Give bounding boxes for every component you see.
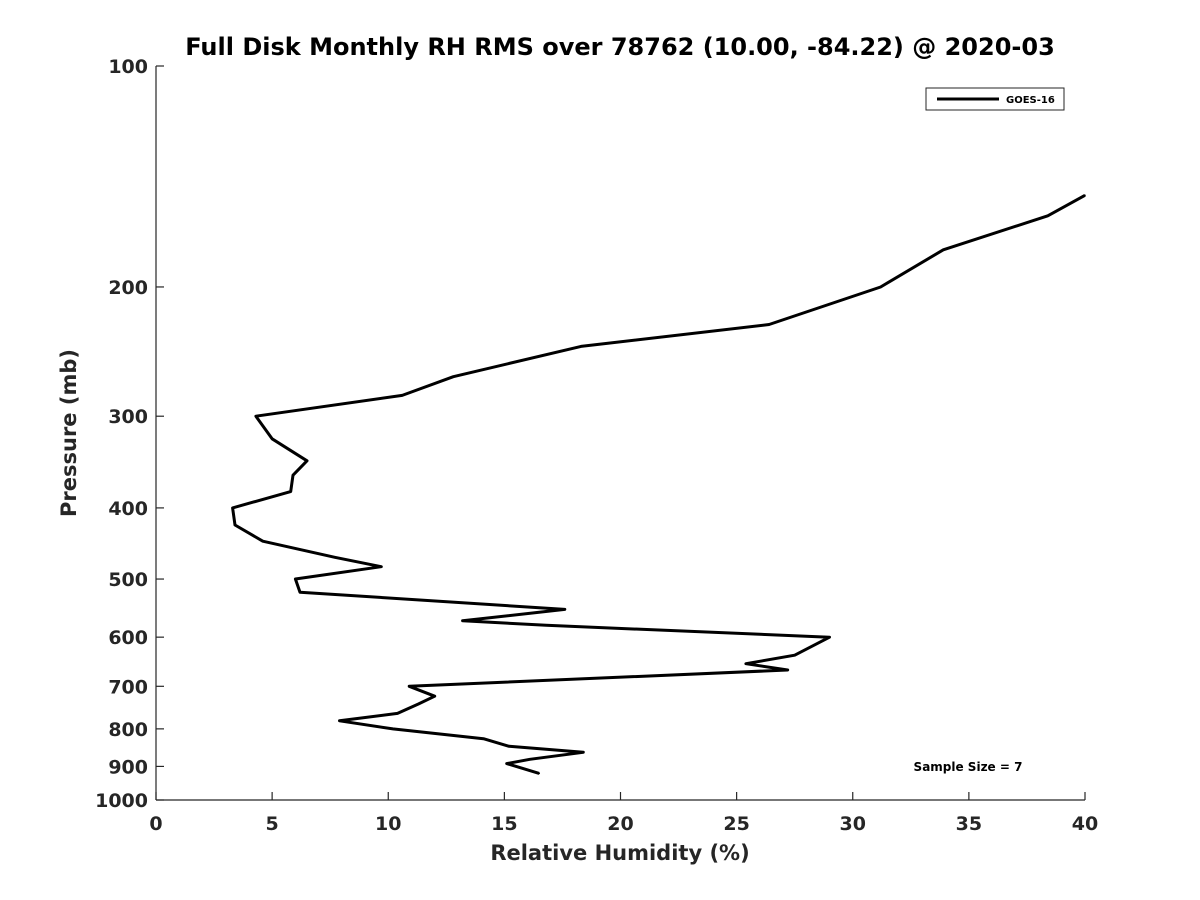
data-point [529, 758, 531, 761]
data-point [417, 703, 420, 705]
data-point [508, 745, 510, 748]
data-point [380, 565, 383, 568]
data-point [392, 728, 394, 730]
data-point [505, 762, 508, 765]
data-point [289, 490, 292, 493]
data-point [1047, 215, 1049, 217]
series-points [231, 194, 1086, 775]
y-tick-label: 300 [108, 406, 148, 428]
y-tick-label: 400 [108, 498, 148, 520]
data-point [262, 540, 264, 542]
data-point [452, 375, 455, 378]
x-tick-label: 25 [723, 813, 749, 835]
data-point [271, 437, 273, 440]
data-point [255, 415, 257, 418]
data-point [879, 286, 882, 288]
data-point [231, 507, 234, 509]
y-tick-label: 100 [108, 56, 148, 78]
data-point [234, 524, 236, 526]
data-point [942, 249, 945, 251]
x-axis-label: Relative Humidity (%) [490, 841, 749, 865]
x-tick-label: 20 [607, 813, 633, 835]
legend-label-goes-16: GOES-16 [1006, 95, 1055, 106]
x-tick-label: 10 [375, 813, 401, 835]
y-tick-label: 200 [108, 277, 148, 299]
data-point [793, 654, 796, 657]
y-tick-label: 600 [108, 627, 148, 649]
x-tick-label: 0 [149, 813, 162, 835]
data-point [545, 624, 547, 627]
data-point [745, 662, 747, 665]
y-ticks: 100 200 300 400 500 600 700 800 900 1000 [95, 56, 164, 812]
y-tick-label: 1000 [95, 790, 148, 812]
x-tick-label: 5 [266, 813, 279, 835]
y-tick-label: 700 [108, 676, 148, 698]
data-point [828, 636, 831, 638]
data-point [299, 591, 301, 593]
y-tick-label: 800 [108, 719, 148, 741]
x-tick-label: 40 [1072, 813, 1098, 835]
y-axis-label: Pressure (mb) [57, 349, 81, 517]
data-point [582, 751, 585, 754]
data-point [294, 578, 297, 580]
legend: GOES-16 [925, 87, 1065, 111]
data-point [461, 620, 464, 622]
data-point [334, 556, 336, 559]
data-point [580, 345, 582, 348]
y-tick-label: 900 [108, 756, 148, 778]
data-point [396, 712, 399, 715]
x-tick-label: 35 [956, 813, 982, 835]
data-point [768, 323, 770, 326]
x-tick-label: 30 [840, 813, 866, 835]
data-point [433, 695, 436, 697]
data-point [482, 737, 485, 740]
data-point [408, 685, 410, 688]
data-point [401, 394, 403, 397]
chart-title: Full Disk Monthly RH RMS over 78762 (10.… [185, 33, 1055, 61]
sample-size-annotation: Sample Size = 7 [914, 760, 1023, 774]
x-tick-label: 15 [491, 813, 517, 835]
x-ticks: 0 5 10 15 20 25 30 35 40 [149, 792, 1098, 835]
data-point [538, 772, 541, 775]
data-point [306, 459, 308, 462]
data-point [338, 719, 341, 722]
data-point [292, 474, 294, 477]
data-point [563, 608, 566, 611]
y-tick-label: 500 [108, 569, 148, 591]
data-point [786, 669, 789, 671]
data-point [1084, 194, 1086, 197]
